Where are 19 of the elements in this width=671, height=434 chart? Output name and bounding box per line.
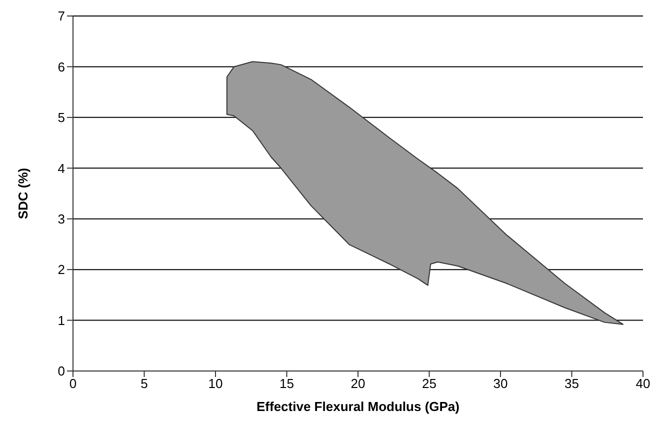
x-tick-label: 35: [564, 376, 579, 392]
y-axis-title: SDC (%): [16, 168, 31, 220]
y-tick-label: 6: [58, 59, 65, 74]
x-tick-label: 40: [636, 376, 650, 392]
y-tick-label: 0: [58, 364, 65, 379]
x-tick-label: 25: [422, 376, 436, 392]
y-tick-label: 3: [58, 211, 65, 226]
x-tick-label: 15: [280, 376, 294, 392]
x-tick-label: 20: [350, 376, 366, 392]
y-tick-label: 7: [58, 8, 65, 24]
x-tick-label: 10: [208, 376, 223, 392]
y-tick-label: 2: [58, 262, 65, 278]
y-tick-label: 5: [58, 110, 65, 126]
y-tick-label: 1: [58, 312, 65, 328]
x-axis-title: Effective Flexural Modulus (GPa): [256, 399, 460, 414]
x-tick-label: 30: [493, 376, 508, 392]
x-tick-label: 0: [69, 376, 77, 392]
y-tick-label: 4: [58, 160, 65, 176]
x-tick-label: 5: [140, 376, 148, 392]
